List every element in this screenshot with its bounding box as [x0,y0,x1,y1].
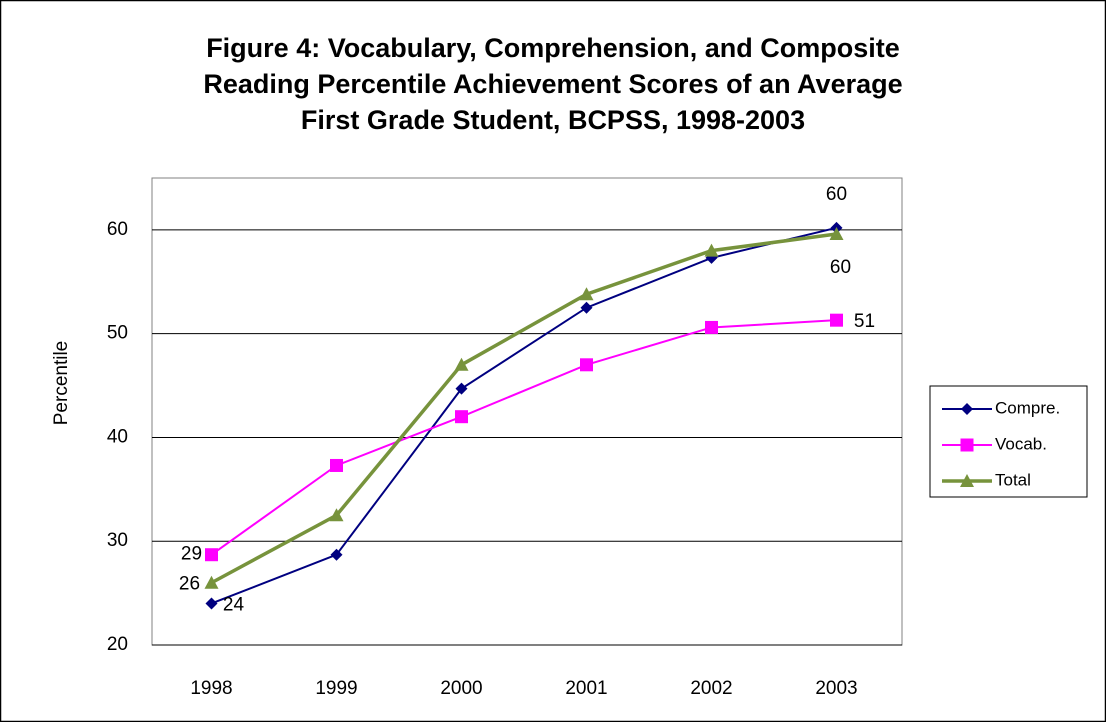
marker [830,313,843,327]
marker [960,438,974,452]
marker [205,597,218,610]
marker [579,287,594,301]
data-label: 60 [826,184,847,205]
data-label: 60 [830,257,851,278]
y-tick-label: 50 [107,323,128,344]
marker [961,403,973,415]
legend-label: Total [995,470,1031,489]
marker [455,382,468,395]
legend-label: Compre. [995,398,1060,417]
marker [205,548,218,562]
y-tick-label: 30 [107,530,128,551]
x-tick-label: 1998 [190,678,232,699]
chart-title: First Grade Student, BCPSS, 1998-2003 [301,105,805,135]
marker [580,301,593,314]
marker [330,458,343,472]
x-tick-label: 2000 [440,678,482,699]
series-line [210,232,837,585]
legend-box [929,385,1088,498]
marker [705,320,718,334]
marker [960,474,974,487]
marker [829,227,844,241]
data-label: 29 [181,544,202,565]
marker [455,410,468,424]
x-tick-label: 2003 [815,678,857,699]
y-axis-label: Percentile [51,341,72,426]
marker [330,548,343,561]
chart-title: Figure 4: Vocabulary, Comprehension, and… [206,33,900,63]
y-tick-label: 60 [107,219,128,240]
series-line [211,226,837,605]
data-label: 51 [854,311,875,332]
marker [454,357,469,371]
marker [204,575,219,589]
marker [329,508,344,522]
marker [580,358,593,372]
data-label: 24 [223,595,245,616]
chart-title: Reading Percentile Achievement Scores of… [203,69,902,99]
y-tick-label: 40 [107,426,128,447]
marker [704,243,719,257]
data-label: 26 [179,574,200,595]
x-tick-label: 2002 [690,678,732,699]
x-tick-label: 2001 [565,678,607,699]
legend-label: Vocab. [995,434,1047,453]
y-tick-label: 20 [107,634,128,655]
series-line [210,319,837,556]
x-tick-label: 1999 [315,678,357,699]
